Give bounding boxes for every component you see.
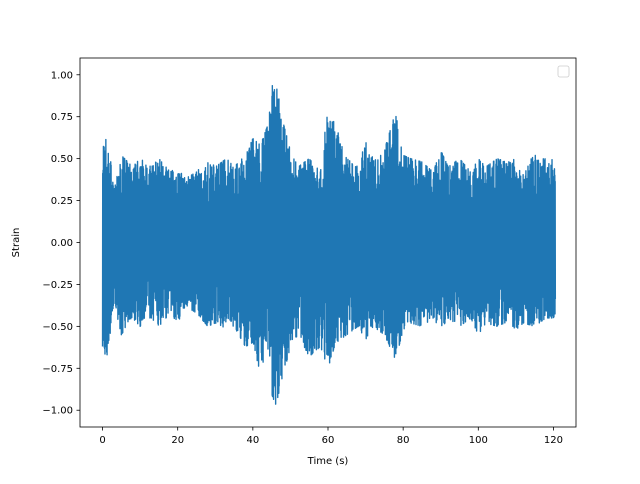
x-tick-label: 80 bbox=[397, 435, 410, 446]
x-axis-label: Time (s) bbox=[307, 456, 349, 467]
y-tick-label: −1.00 bbox=[42, 406, 73, 417]
x-axis-ticks: 0 20 40 60 80 100 120 bbox=[99, 427, 563, 446]
y-tick-label: 0.25 bbox=[51, 196, 73, 207]
y-axis-ticks: −1.00 −0.75 −0.50 −0.25 0.00 0.25 0.50 0.75 1.00 bbox=[42, 70, 80, 417]
y-tick-label: −0.75 bbox=[42, 364, 73, 375]
x-tick-label: 40 bbox=[246, 435, 259, 446]
y-tick-label: 0.75 bbox=[51, 112, 73, 123]
y-tick-label: 0.50 bbox=[51, 154, 73, 165]
x-tick-label: 0 bbox=[99, 435, 105, 446]
y-tick-label: 1.00 bbox=[51, 70, 73, 81]
x-tick-label: 120 bbox=[544, 435, 563, 446]
y-tick-label: −0.25 bbox=[42, 280, 73, 291]
x-tick-label: 20 bbox=[171, 435, 184, 446]
x-tick-label: 100 bbox=[469, 435, 488, 446]
y-tick-label: −0.50 bbox=[42, 322, 73, 333]
legend-box bbox=[557, 65, 570, 78]
y-axis-label: Strain bbox=[11, 228, 22, 258]
series-line-0 bbox=[101, 84, 557, 405]
y-tick-label: 0.00 bbox=[51, 238, 73, 249]
series-layer bbox=[101, 84, 557, 405]
x-tick-label: 60 bbox=[322, 435, 335, 446]
